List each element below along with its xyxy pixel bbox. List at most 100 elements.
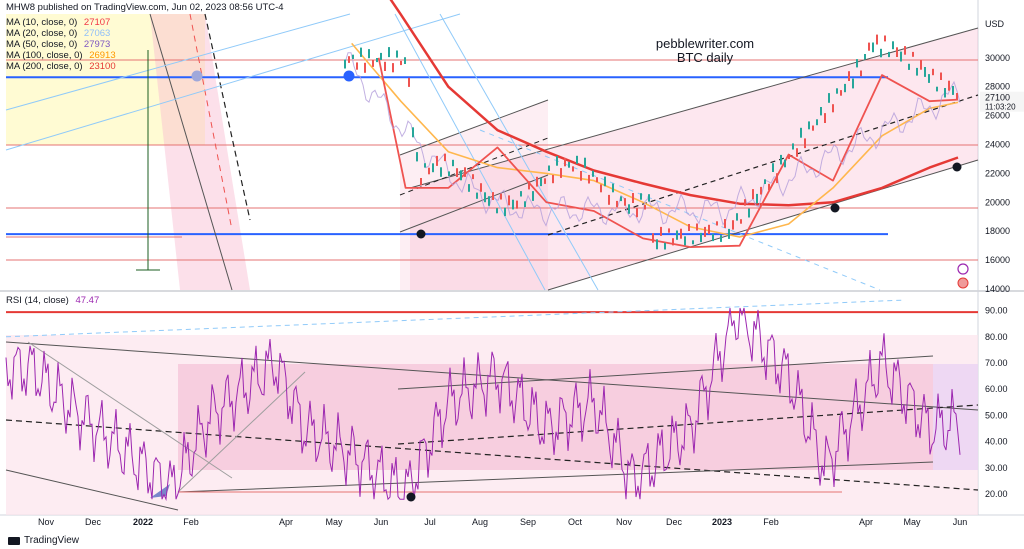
candle <box>944 88 946 98</box>
candle <box>540 177 542 187</box>
pivot-dot <box>406 492 416 502</box>
series-layer <box>5 0 962 502</box>
falling-channel-mid <box>204 13 251 221</box>
candle <box>624 198 626 206</box>
rsi-tick-label: 70.00 <box>985 358 1008 368</box>
time-tick-label: Apr <box>279 517 293 527</box>
ma-legend-item[interactable]: MA (100, close, 0) 26913 <box>6 50 116 61</box>
rsi-tick-label: 40.00 <box>985 437 1008 447</box>
candle <box>800 127 802 138</box>
candle <box>656 239 658 250</box>
ma-legend-value: 27973 <box>83 39 111 50</box>
candle <box>812 125 814 131</box>
candle <box>480 183 482 192</box>
flash-icon <box>957 263 969 275</box>
pivot-dot <box>952 162 962 172</box>
tradingview-logo-icon <box>8 536 20 545</box>
candle <box>648 194 650 202</box>
rsi-tick-label: 50.00 <box>985 410 1008 420</box>
candle <box>368 49 370 59</box>
drawing-layer <box>5 13 979 511</box>
price-tick-label: 22000 <box>985 168 1010 178</box>
time-tick-label: Feb <box>183 517 199 527</box>
channel-lower-line <box>547 159 979 291</box>
candle <box>720 235 722 242</box>
candle <box>716 221 718 226</box>
candle <box>852 78 854 89</box>
last-price-label: 27100 <box>985 93 1010 103</box>
rsi-legend[interactable]: RSI (14, close) 47.47 <box>6 295 99 306</box>
time-tick-label: Nov <box>616 517 633 527</box>
price-tick-label: 30000 <box>985 53 1010 63</box>
pivot-dot <box>416 229 426 239</box>
candle <box>804 138 806 149</box>
rsi-channel-lower <box>177 461 934 493</box>
time-tick-label: Aug <box>472 517 488 527</box>
candle <box>468 184 470 192</box>
ma-legend-item[interactable]: MA (50, close, 0) 27973 <box>6 39 110 50</box>
marker-dot <box>343 70 355 82</box>
candle <box>632 193 634 203</box>
candle <box>872 42 874 53</box>
candle <box>672 238 674 246</box>
rsi-arrow-icon <box>150 484 170 498</box>
ma-legend-item[interactable]: MA (200, close, 0) 23100 <box>6 61 116 72</box>
candle <box>760 186 762 195</box>
time-tick-label: May <box>903 517 921 527</box>
channel-mid-line <box>547 94 979 236</box>
candle <box>916 67 918 76</box>
candle <box>444 153 446 162</box>
flag-icon <box>957 277 969 289</box>
candle <box>636 208 638 218</box>
candle <box>704 226 706 237</box>
candle <box>532 191 534 201</box>
falling-channel-line <box>149 13 233 291</box>
price-currency-label: USD <box>985 19 1005 29</box>
candle <box>824 113 826 123</box>
candle <box>808 121 810 130</box>
candle <box>892 41 894 50</box>
trend-line-blue <box>394 13 546 291</box>
countdown-label: 11:03:20 <box>985 103 1016 112</box>
rsi-wedge-line <box>27 341 233 479</box>
ma-legend-item[interactable]: MA (20, close, 0) 27063 <box>6 28 110 39</box>
axis-layer: USD 30000 28000 26000 24000 22000 20000 18000 16… <box>38 19 1024 527</box>
candle <box>528 181 530 190</box>
candle <box>712 233 714 242</box>
candle <box>676 230 678 240</box>
candle <box>684 236 686 246</box>
rsi-tick-label: 20.00 <box>985 489 1008 499</box>
candle <box>508 195 510 206</box>
candle <box>756 193 758 204</box>
candle <box>388 47 390 58</box>
candle <box>900 51 902 62</box>
candle <box>448 171 450 176</box>
ma-legend-label: MA (100, close, 0) <box>6 50 83 61</box>
candle <box>736 213 738 221</box>
rsi-tick-label: 60.00 <box>985 384 1008 394</box>
candle <box>380 52 382 60</box>
ma-legend-item[interactable]: MA (10, close, 0) 27107 <box>6 17 110 28</box>
falling-channel-zone <box>150 14 250 290</box>
candle <box>660 226 662 236</box>
time-tick-label: Jun <box>374 517 389 527</box>
tradingview-brand[interactable]: TradingView <box>8 535 79 546</box>
candle <box>896 47 898 57</box>
candle <box>412 127 414 138</box>
candle <box>348 56 350 63</box>
candle <box>748 208 750 218</box>
price-tick-label: 18000 <box>985 226 1010 236</box>
rsi-tick-label: 80.00 <box>985 332 1008 342</box>
candle <box>860 70 862 77</box>
candle <box>764 179 766 184</box>
candle <box>856 59 858 68</box>
candle <box>512 199 514 210</box>
candle <box>920 60 922 70</box>
candle <box>352 54 354 59</box>
rsi-tick-label: 30.00 <box>985 463 1008 473</box>
candle <box>584 157 586 168</box>
candle <box>796 148 798 157</box>
candle <box>640 193 642 200</box>
candle <box>956 93 958 100</box>
